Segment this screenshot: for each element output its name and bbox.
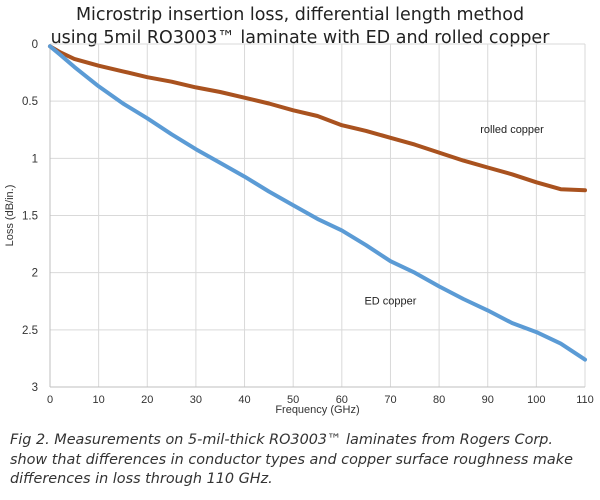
x-tick-label: 10 xyxy=(93,394,105,406)
grid xyxy=(49,43,586,388)
loss-chart: 0 10 20 30 40 50 60 70 80 90 100 110 0 0.5 1 1.5 2 2.5 3 Fr… xyxy=(4,39,594,416)
y-tick-label: 2.5 xyxy=(22,325,38,337)
x-tick-label: 100 xyxy=(527,394,545,406)
x-tick-label: 20 xyxy=(141,394,153,406)
x-tick-label: 50 xyxy=(287,394,299,406)
y-tick-label: 1.5 xyxy=(22,211,38,223)
x-tick-label: 110 xyxy=(576,394,594,406)
axes xyxy=(49,44,585,388)
y-tick-label: 1 xyxy=(32,153,38,165)
series-label-ed-copper: ED copper xyxy=(364,296,416,308)
labels: 0 10 20 30 40 50 60 70 80 90 100 110 0 0.5 1 1.5 2 2.5 3 Fr… xyxy=(4,39,594,416)
figure-caption: Fig 2. Measurements on 5-mil-thick RO300… xyxy=(10,432,573,487)
y-tick-label: 2 xyxy=(32,268,38,280)
x-tick-label: 70 xyxy=(384,394,396,406)
x-tick-label: 60 xyxy=(336,394,348,406)
chart-title-line-2: using 5mil RO3003™ laminate with ED and … xyxy=(50,28,550,48)
y-tick-label: 0 xyxy=(32,39,38,51)
series-line-rolled-copper xyxy=(48,44,587,193)
x-tick-label: 30 xyxy=(190,394,202,406)
x-tick-label: 40 xyxy=(238,394,250,406)
y-tick-label: 0.5 xyxy=(22,96,38,108)
x-tick-label: 0 xyxy=(47,394,53,406)
y-axis-title: Loss (dB/in.) xyxy=(4,185,16,247)
y-tick-label: 3 xyxy=(32,382,38,394)
x-axis-title: Frequency (GHz) xyxy=(275,404,359,416)
x-tick-label: 90 xyxy=(482,394,494,406)
chart-title: Microstrip insertion loss, differential … xyxy=(0,4,600,50)
series xyxy=(48,44,587,362)
series-label-rolled-copper: rolled copper xyxy=(480,124,544,136)
series-line-ed-copper xyxy=(48,44,587,362)
chart-title-line-1: Microstrip insertion loss, differential … xyxy=(75,5,525,25)
x-tick-label: 80 xyxy=(433,394,445,406)
